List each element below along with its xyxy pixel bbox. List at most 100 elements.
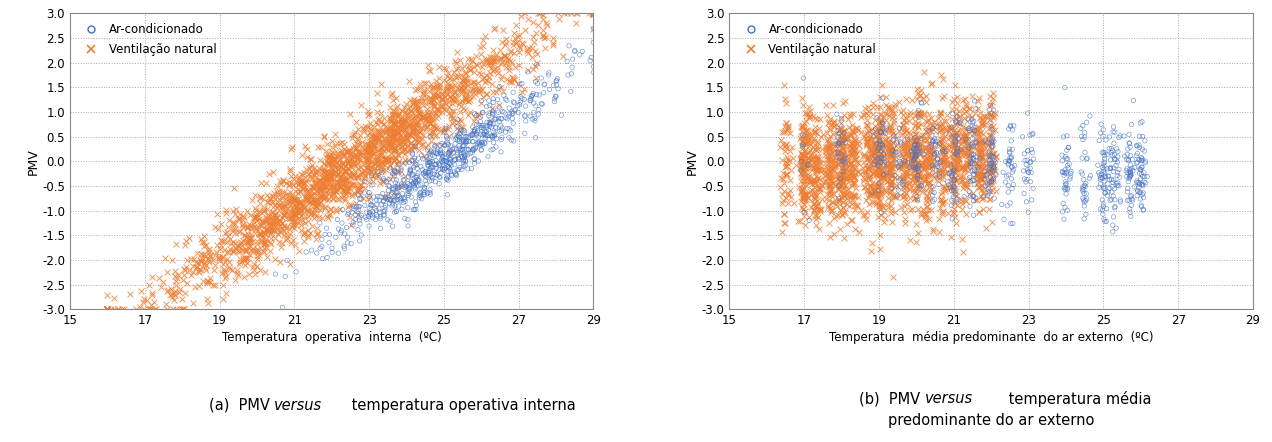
Point	[407, 161, 427, 168]
Point	[884, 133, 904, 140]
Point	[238, 240, 258, 247]
Point	[777, 200, 798, 207]
Point	[1135, 173, 1155, 180]
Point	[981, 102, 1001, 109]
Point	[888, 133, 908, 140]
Point	[466, 131, 486, 138]
Point	[931, 156, 951, 163]
Point	[920, 153, 940, 160]
Point	[289, 206, 309, 213]
Point	[207, 241, 228, 248]
Point	[868, 142, 888, 149]
Point	[401, 178, 421, 185]
Point	[954, 110, 974, 117]
Point	[880, 127, 901, 134]
Point	[304, 214, 324, 221]
Point	[908, 89, 929, 96]
Point	[514, 85, 534, 92]
Point	[317, 141, 337, 148]
Point	[888, 163, 908, 170]
Point	[516, 46, 537, 53]
Point	[904, 151, 925, 158]
Point	[134, 306, 154, 313]
Point	[1060, 173, 1080, 180]
Point	[214, 237, 234, 244]
Point	[502, 78, 523, 85]
Point	[529, 10, 550, 17]
Point	[1056, 184, 1076, 191]
Point	[805, 164, 826, 171]
Point	[881, 191, 902, 198]
Point	[384, 129, 404, 136]
Point	[923, 137, 944, 144]
Point	[941, 202, 962, 209]
Point	[488, 69, 509, 76]
Point	[449, 85, 469, 92]
Point	[377, 178, 397, 185]
Point	[845, 152, 865, 160]
Point	[312, 214, 332, 221]
Point	[1133, 182, 1154, 189]
Point	[441, 171, 462, 178]
Point	[359, 153, 379, 160]
Point	[841, 139, 861, 146]
Point	[901, 152, 921, 160]
Point	[485, 116, 505, 123]
Point	[446, 171, 467, 178]
Point	[773, 220, 794, 227]
Point	[415, 191, 435, 198]
Point	[455, 94, 476, 101]
Point	[329, 179, 350, 186]
Point	[444, 161, 464, 168]
Point	[794, 75, 814, 82]
Point	[953, 164, 973, 171]
Point	[238, 230, 258, 237]
Point	[799, 113, 819, 120]
Point	[435, 142, 455, 149]
Point	[299, 197, 319, 204]
Point	[308, 178, 328, 185]
Point	[420, 159, 440, 166]
Point	[770, 184, 790, 191]
Point	[415, 87, 435, 94]
Point	[329, 206, 350, 213]
Point	[229, 260, 249, 267]
Point	[884, 120, 904, 127]
Point	[805, 127, 826, 134]
Point	[876, 179, 897, 186]
Point	[307, 201, 327, 208]
Point	[310, 198, 331, 206]
Point	[842, 128, 862, 135]
Point	[946, 149, 967, 156]
Point	[406, 178, 426, 185]
Point	[363, 151, 383, 158]
Point	[310, 183, 331, 190]
Point	[842, 165, 862, 172]
Point	[219, 248, 239, 255]
Point	[854, 133, 874, 140]
Point	[317, 187, 337, 194]
Point	[964, 171, 985, 178]
Point	[832, 181, 852, 188]
Point	[276, 225, 296, 232]
Point	[833, 126, 854, 133]
Point	[258, 227, 279, 234]
Point	[380, 197, 401, 204]
Point	[371, 145, 392, 152]
Point	[820, 191, 841, 198]
Point	[871, 155, 892, 162]
Point	[363, 141, 383, 149]
Point	[979, 120, 1000, 127]
Point	[907, 197, 927, 204]
Point	[831, 125, 851, 132]
Point	[345, 129, 365, 136]
Point	[973, 119, 993, 126]
Point	[525, 134, 546, 141]
Point	[941, 168, 962, 175]
Point	[424, 103, 444, 110]
Point	[404, 143, 425, 150]
Point	[798, 133, 818, 140]
Point	[337, 183, 357, 190]
Point	[286, 268, 307, 275]
Point	[832, 129, 852, 136]
